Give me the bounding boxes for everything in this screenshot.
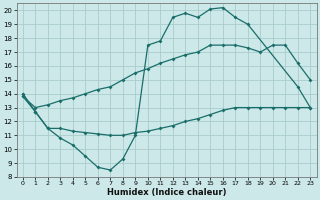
X-axis label: Humidex (Indice chaleur): Humidex (Indice chaleur) bbox=[107, 188, 226, 197]
